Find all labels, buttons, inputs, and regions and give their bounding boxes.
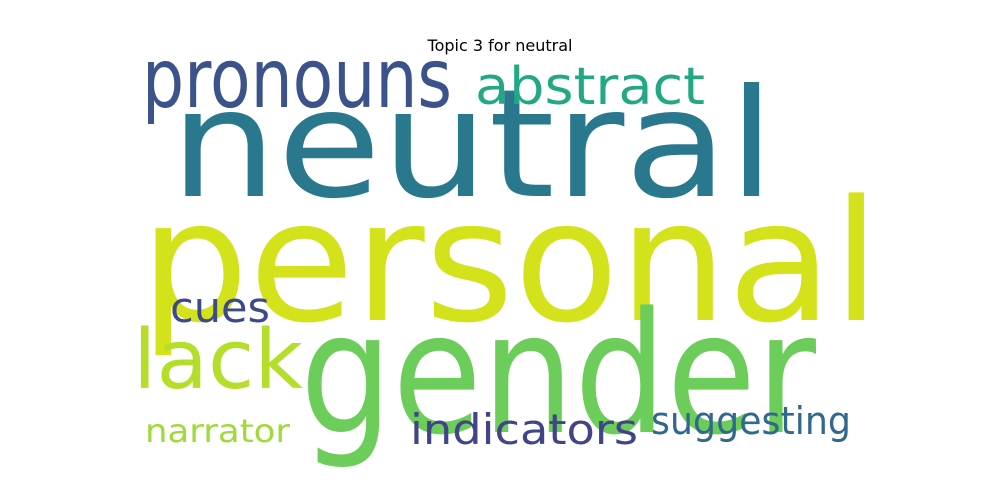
word-personal: personal [140, 164, 880, 360]
word-narrator: narrator [145, 412, 291, 450]
word-cues: cues [170, 283, 270, 332]
word-indicators: indicators [410, 405, 638, 454]
word-pronouns: pronouns [142, 32, 452, 127]
chart-title: Topic 3 for neutral [427, 36, 573, 55]
word-abstract: abstract [475, 57, 705, 117]
word-suggesting: suggesting [651, 399, 851, 443]
word-gender: gender [300, 276, 817, 472]
word-lack: lack [133, 313, 304, 408]
word-neutral: neutral [170, 58, 775, 232]
